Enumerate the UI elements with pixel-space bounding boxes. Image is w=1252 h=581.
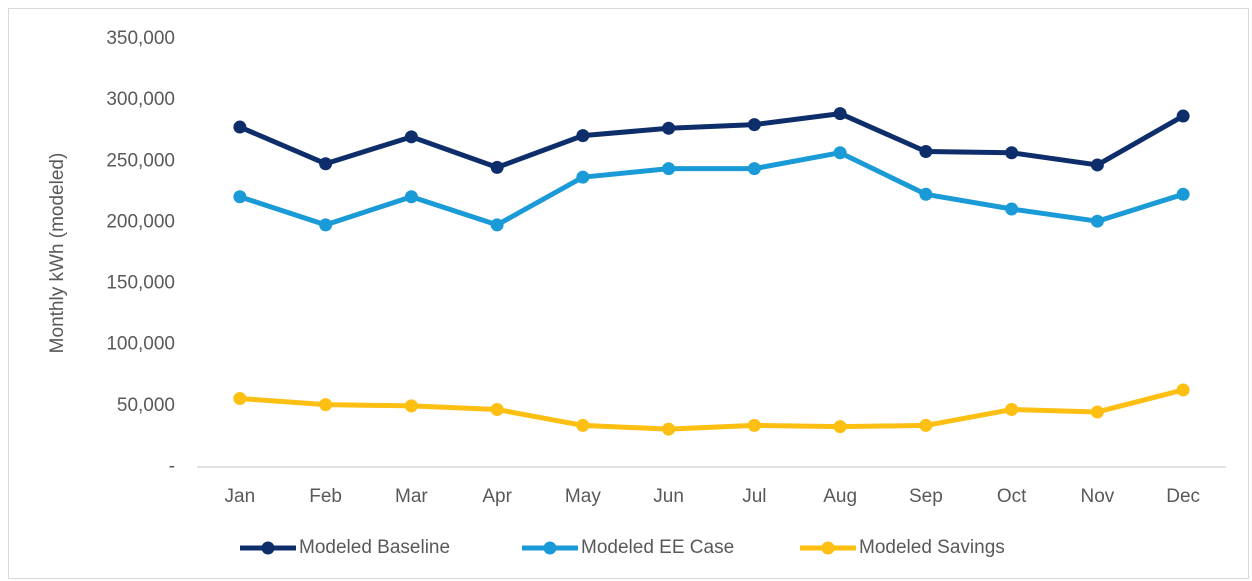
data-point (747, 118, 761, 132)
data-point (747, 418, 761, 432)
data-point (490, 403, 504, 417)
data-point (747, 162, 761, 176)
data-point (919, 187, 933, 201)
data-point (833, 420, 847, 434)
x-tick-label: Sep (909, 486, 943, 507)
data-point (233, 120, 247, 134)
data-point (833, 107, 847, 121)
data-point (833, 146, 847, 160)
data-point (1176, 109, 1190, 123)
series-line (239, 387, 1184, 432)
legend-label: Modeled Savings (859, 537, 1005, 558)
y-tick-label: 300,000 (106, 89, 175, 110)
data-point (1090, 405, 1104, 419)
data-point (662, 121, 676, 135)
x-tick-label: Mar (395, 486, 428, 507)
data-point (576, 170, 590, 184)
series-line (239, 150, 1184, 228)
data-point (319, 218, 333, 232)
data-point (1005, 403, 1019, 417)
x-tick-label: Jul (742, 486, 766, 507)
y-tick-label: 250,000 (106, 150, 175, 171)
y-tick-label: 150,000 (106, 273, 175, 294)
y-tick-label: 50,000 (117, 395, 175, 416)
data-point (576, 129, 590, 143)
data-point (1176, 187, 1190, 201)
data-point (404, 130, 418, 144)
y-tick-label: 350,000 (106, 28, 175, 49)
y-axis-title: Monthly kWh (modeled) (47, 153, 68, 354)
x-tick-label: Jun (653, 486, 684, 507)
x-tick-label: Jan (225, 486, 256, 507)
data-point (1005, 202, 1019, 216)
legend-label: Modeled Baseline (299, 537, 450, 558)
x-tick-label: May (565, 486, 601, 507)
data-point (233, 190, 247, 204)
x-tick-label: Feb (309, 486, 342, 507)
data-point (490, 160, 504, 174)
data-point (662, 162, 676, 176)
data-point (1176, 383, 1190, 397)
x-tick-label: Nov (1080, 486, 1114, 507)
legend-label: Modeled EE Case (581, 537, 734, 558)
legend-marker (261, 541, 275, 555)
y-tick-label: 200,000 (106, 211, 175, 232)
data-point (919, 145, 933, 159)
chart-border (8, 8, 1249, 579)
data-point (490, 218, 504, 232)
data-point (319, 157, 333, 171)
data-point (1005, 146, 1019, 160)
data-point (404, 190, 418, 204)
data-point (662, 422, 676, 436)
x-tick-label: Dec (1166, 486, 1200, 507)
data-point (576, 418, 590, 432)
y-tick-label: 100,000 (106, 334, 175, 355)
x-tick-label: Aug (823, 486, 857, 507)
x-tick-label: Apr (482, 486, 512, 507)
legend-marker (543, 541, 557, 555)
data-point (1090, 158, 1104, 172)
x-tick-label: Oct (997, 486, 1027, 507)
data-point (404, 399, 418, 413)
data-point (319, 398, 333, 412)
data-point (1090, 214, 1104, 228)
data-point (233, 392, 247, 406)
y-tick-label: - (169, 456, 175, 477)
data-point (919, 418, 933, 432)
legend-marker (821, 541, 835, 555)
series-line (238, 111, 1185, 170)
